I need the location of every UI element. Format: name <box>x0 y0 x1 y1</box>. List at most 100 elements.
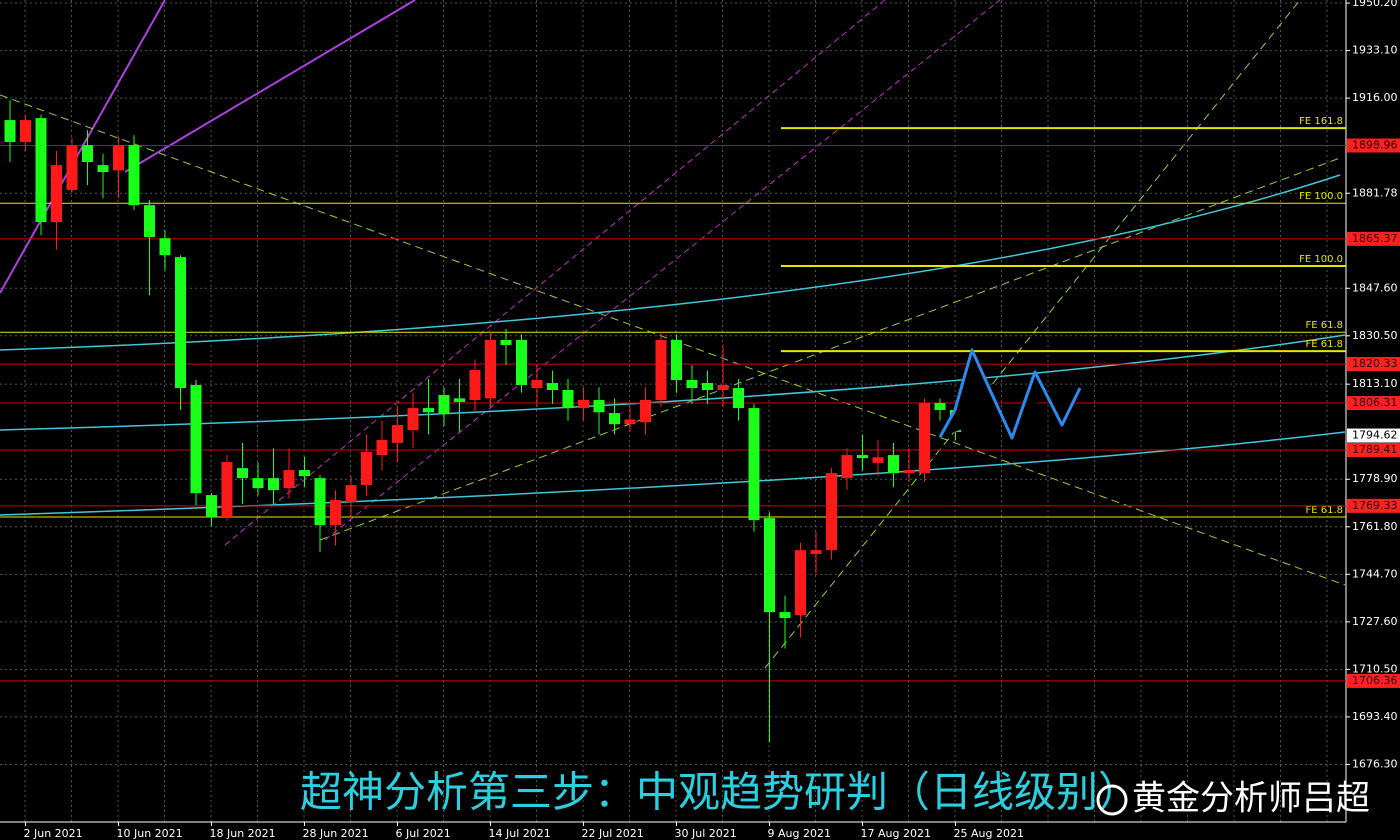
x-tick-label: 22 Jul 2021 <box>582 827 644 840</box>
channel-line <box>124 0 416 173</box>
projection-path <box>938 348 1082 440</box>
curve-line <box>0 431 1346 516</box>
level-label: 1789.41 <box>1352 443 1398 456</box>
x-tick-label: 18 Jun 2021 <box>210 827 276 840</box>
candle-body <box>516 339 527 386</box>
fe-label: FE 61.8 <box>1305 505 1343 516</box>
y-tick-label: 1933.10 <box>1352 44 1398 57</box>
candle-body <box>671 339 682 381</box>
y-tick-label: 1830.50 <box>1352 329 1398 342</box>
candle-body <box>345 485 357 503</box>
x-tick-label: 25 Aug 2021 <box>954 827 1024 840</box>
candle-body <box>206 495 217 518</box>
fe-label: FE 100.0 <box>1299 254 1343 265</box>
candle-body <box>4 120 16 143</box>
level-box <box>1347 231 1400 246</box>
candle-body <box>500 339 512 345</box>
drawings <box>0 0 1346 669</box>
x-tick-label: 10 Jun 2021 <box>117 827 183 840</box>
caption: 超神分析第三步：中观趋势研判（日线级别） <box>300 768 1140 817</box>
candle-body <box>190 385 202 494</box>
candle-body <box>624 419 636 425</box>
candle-body <box>113 145 124 171</box>
y-tick-label: 1693.40 <box>1352 710 1398 723</box>
level-box <box>1347 357 1400 372</box>
candle-body <box>609 413 620 425</box>
candle-body <box>299 470 310 477</box>
fe-label: FE 61.8 <box>1305 320 1343 331</box>
candle-body <box>934 403 946 411</box>
curve-line <box>0 174 1341 351</box>
curve-line <box>0 334 1346 431</box>
candle-body <box>175 257 186 389</box>
fe-label: FE 100.0 <box>1299 191 1343 202</box>
candle-body <box>376 440 388 456</box>
level-label: 1865.37 <box>1352 232 1398 245</box>
candle-body <box>438 395 450 414</box>
fe-label: FE 61.8 <box>1305 339 1343 350</box>
x-tick-label: 28 Jun 2021 <box>303 827 369 840</box>
fe-label: FE 161.8 <box>1299 116 1343 127</box>
candle-body <box>159 238 171 256</box>
y-tick-label: 1761.80 <box>1352 520 1398 533</box>
candle-body <box>20 120 31 143</box>
candle-body <box>919 403 930 474</box>
candle-body <box>221 462 233 518</box>
candle-body <box>314 478 326 526</box>
candle-body <box>779 612 791 618</box>
candle-body <box>888 455 899 474</box>
level-label: 1820.33 <box>1352 357 1398 370</box>
candle-body <box>144 205 155 238</box>
candle-body <box>128 145 140 206</box>
level-box <box>1347 443 1400 458</box>
candle-body <box>97 165 109 173</box>
candle-body <box>717 385 729 391</box>
level-box <box>1347 138 1400 153</box>
level-label: 1706.36 <box>1352 674 1398 687</box>
candle-body <box>655 339 667 401</box>
watermark: 黄金分析师吕超 <box>1132 779 1370 819</box>
y-tick-label: 1710.50 <box>1352 662 1398 675</box>
level-label: 1769.33 <box>1352 499 1398 512</box>
y-tick-label: 1881.78 <box>1352 186 1398 199</box>
y-tick-label: 1847.60 <box>1352 281 1398 294</box>
candle-body <box>252 478 264 489</box>
x-tick-label: 6 Jul 2021 <box>396 827 451 840</box>
price-box <box>1347 428 1400 443</box>
level-box <box>1347 498 1400 513</box>
candle-body <box>841 455 853 479</box>
candle-body <box>237 468 248 479</box>
candle-body <box>392 425 403 443</box>
candle-body <box>66 145 78 190</box>
candle-body <box>330 500 341 526</box>
candle-body <box>578 400 589 409</box>
candle-body <box>702 383 713 391</box>
candle-body <box>485 339 496 399</box>
candle-body <box>268 478 279 491</box>
price-label: 1794.62 <box>1352 429 1398 442</box>
y-tick-label: 1916.00 <box>1352 91 1398 104</box>
candle-body <box>283 470 295 489</box>
channel-line <box>224 0 886 546</box>
candle-body <box>903 470 915 474</box>
candle-body <box>593 400 605 413</box>
candle-body <box>810 550 822 555</box>
candle-body <box>82 145 93 163</box>
x-tick-label: 14 Jul 2021 <box>489 827 551 840</box>
candle-body <box>686 380 698 389</box>
level-box <box>1347 673 1400 688</box>
candle-body <box>872 457 884 463</box>
y-tick-label: 1744.70 <box>1352 567 1398 580</box>
candle-body <box>407 408 419 431</box>
weibo-icon <box>1096 784 1128 816</box>
candle-body <box>547 383 558 391</box>
candle-body <box>454 398 465 402</box>
candle-body <box>748 408 760 521</box>
y-tick-label: 1727.60 <box>1352 615 1398 628</box>
candle-body <box>640 400 651 423</box>
candle-body <box>795 550 806 616</box>
candle-body <box>51 165 62 223</box>
candle-body <box>35 118 47 223</box>
